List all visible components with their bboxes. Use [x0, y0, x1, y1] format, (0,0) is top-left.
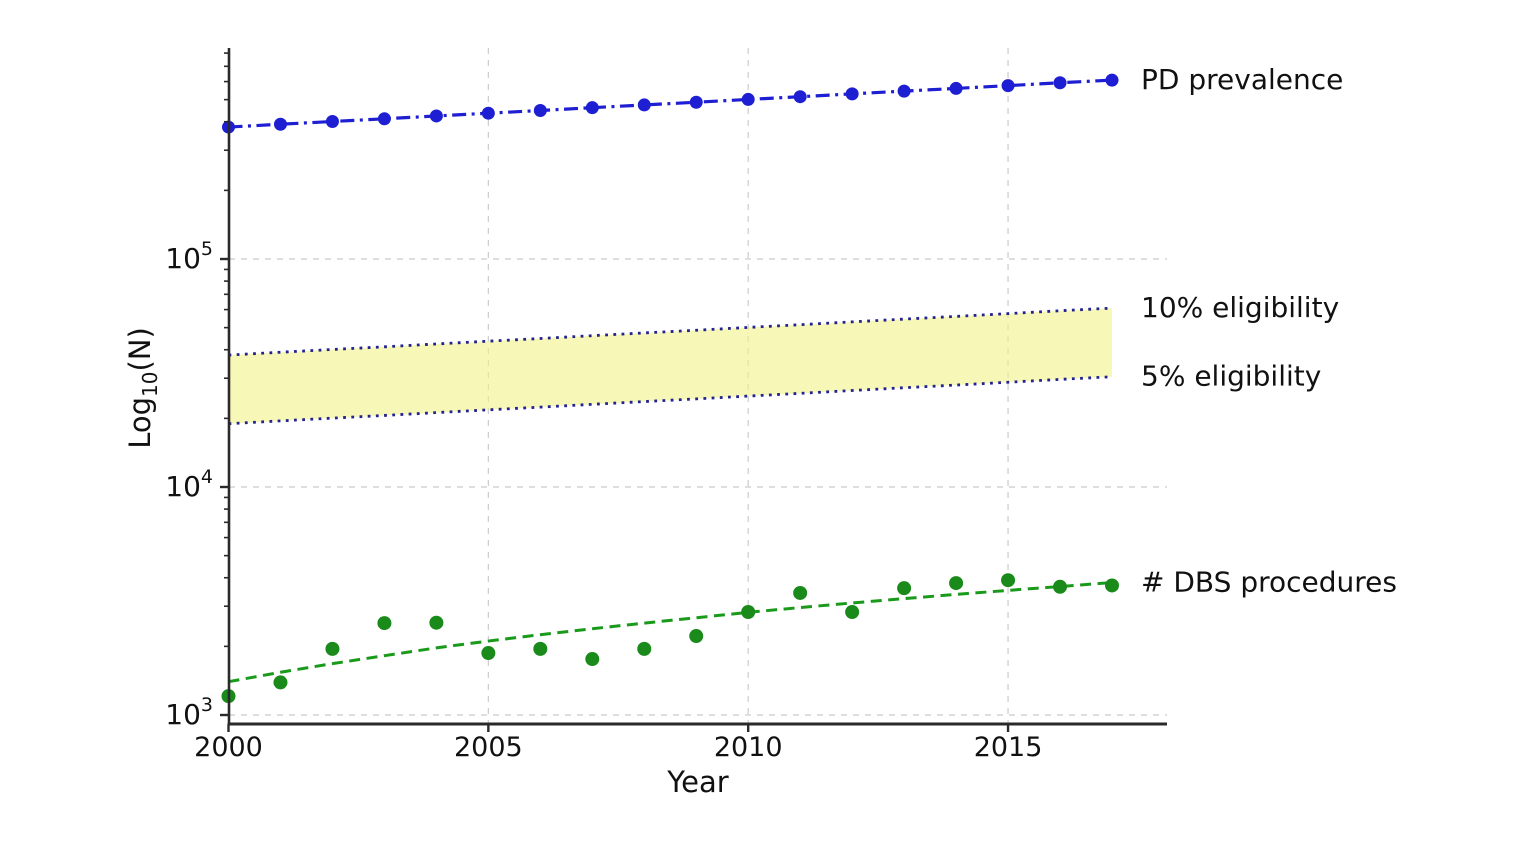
pd-prevalence-point [273, 117, 287, 131]
pd-prevalence-point [377, 112, 391, 126]
y-tick-label: 105 [165, 238, 213, 275]
x-tick-label: 2000 [194, 732, 263, 763]
dbs-procedures-point [1104, 578, 1119, 593]
dbs-procedures-point [793, 585, 808, 600]
dbs-trend-line [228, 581, 1113, 684]
pd-prevalence-point [1105, 73, 1119, 87]
pd-prevalence-point [429, 109, 443, 123]
dbs-procedures-point [897, 581, 912, 596]
pd-prevalence-point [585, 101, 599, 115]
y-tick-label: 104 [165, 466, 213, 503]
pd-prevalence-point [481, 106, 495, 120]
dbs-procedures-point [949, 576, 964, 591]
x-axis-label: Year [666, 765, 728, 799]
dbs-procedures-point [1053, 579, 1068, 594]
annotation-eligibility_5pct: 5% eligibility [1141, 360, 1321, 393]
dbs-procedures-point [533, 641, 548, 656]
dbs-procedures-point [273, 675, 288, 690]
annotation-eligibility_10pct: 10% eligibility [1141, 291, 1339, 324]
pd-prevalence-point [1053, 76, 1067, 90]
dbs-procedures-point [481, 646, 496, 661]
pd-prevalence-line [228, 78, 1113, 129]
eligibility-band [228, 308, 1112, 424]
pd-prevalence-point [897, 84, 911, 98]
dbs-procedures-point [585, 652, 600, 667]
dbs-procedures-point [377, 616, 392, 631]
pd-prevalence-point [741, 92, 755, 106]
dbs-procedures-point [637, 641, 652, 656]
pd-prevalence-point [1001, 79, 1015, 93]
dbs-procedures-point [741, 604, 756, 619]
x-tick-label: 2010 [714, 732, 783, 763]
pd-prevalence-point [793, 90, 807, 104]
dbs-procedures-point [429, 615, 444, 630]
pd-prevalence-point [845, 87, 859, 101]
pd-prevalence-point [533, 104, 547, 118]
pd-prevalence-point [949, 81, 963, 95]
pd-prevalence-point [689, 95, 703, 109]
x-tick-label: 2015 [974, 732, 1043, 763]
pd-prevalence-point [325, 114, 339, 128]
dbs-procedures-point [845, 604, 860, 619]
annotation-dbs_trend: # DBS procedures [1141, 566, 1397, 599]
pd-prevalence-point [637, 98, 651, 112]
y-tick-label: 103 [165, 694, 213, 731]
dbs-procedures-point [689, 629, 704, 644]
dbs-procedures-point [325, 641, 340, 656]
x-tick-label: 2005 [454, 732, 523, 763]
y-axis-label: Log10(N) [123, 327, 162, 449]
dbs-procedures-point [1001, 573, 1016, 588]
annotation-pd_prevalence: PD prevalence [1141, 63, 1343, 96]
